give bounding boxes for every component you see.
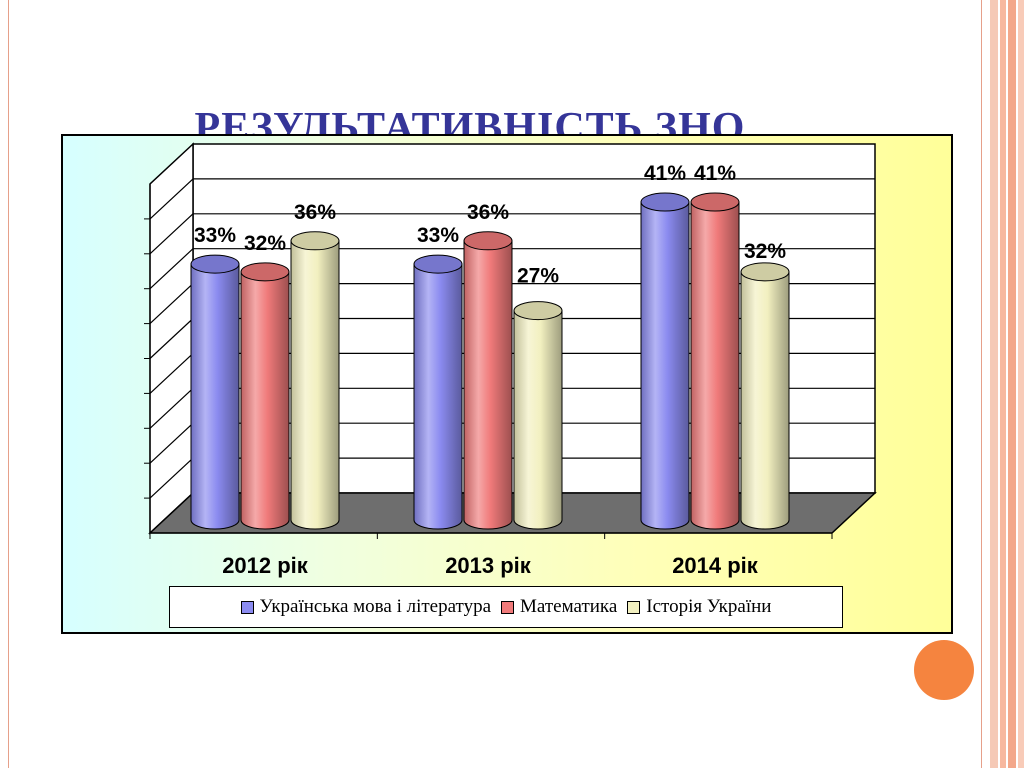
gridline-side	[149, 178, 194, 220]
legend-swatch-math	[501, 600, 515, 614]
legend-swatch-ukrainian	[240, 600, 254, 614]
bar-body-1-1	[463, 240, 513, 530]
bar-top-0-1	[413, 254, 463, 274]
category-label-0: 2012 рік	[222, 553, 309, 578]
bar-2-0	[290, 231, 340, 530]
bar-top-0-2	[640, 192, 690, 212]
gridline-side	[149, 248, 194, 290]
data-label-2-1: 27%	[517, 265, 559, 288]
bar-top-2-0	[290, 231, 340, 251]
gridline-side	[149, 422, 194, 464]
decorative-stripes	[990, 0, 1024, 768]
bar-body-0-1	[413, 263, 463, 530]
bar-1-0	[240, 262, 290, 530]
bar-top-1-1	[463, 231, 513, 251]
data-label-1-0: 32%	[244, 232, 286, 255]
legend-label-ukrainian: Українська мова і література	[259, 596, 492, 617]
data-label-0-1: 33%	[417, 224, 459, 247]
bar-body-1-0	[240, 271, 290, 530]
slide-border	[8, 0, 982, 768]
bar-body-1-2	[690, 201, 740, 530]
bar-2-1	[513, 301, 563, 530]
data-label-0-2: 41%	[644, 162, 686, 185]
bar-body-0-2	[640, 201, 690, 530]
gridline-side	[149, 213, 194, 255]
bar-body-0-0	[190, 263, 240, 530]
bar-top-2-1	[513, 301, 563, 321]
chart-area: 33% 32% 36% 2012 рік 33% 36% 27% 2013 рік 41% 41%…	[61, 134, 953, 634]
bar-top-1-2	[690, 192, 740, 212]
legend-item-history: Історія України	[627, 596, 771, 618]
bar-top-2-2	[740, 262, 790, 282]
bar-top-0-0	[190, 254, 240, 274]
bar-chart-svg: 33% 32% 36% 2012 рік 33% 36% 27% 2013 рік 41% 41%…	[144, 142, 877, 578]
bar-1-2	[690, 192, 740, 530]
gridline-side	[149, 387, 194, 429]
legend-label-math: Математика	[520, 596, 618, 617]
bar-body-2-1	[513, 310, 563, 530]
category-label-1: 2013 рік	[445, 553, 532, 578]
data-label-1-2: 41%	[694, 162, 736, 185]
category-label-2: 2014 рік	[672, 553, 759, 578]
gridline-side	[149, 457, 194, 499]
legend-swatch-history	[627, 600, 641, 614]
bar-0-0	[190, 254, 240, 530]
bar-body-2-0	[290, 240, 340, 530]
chart-legend: Українська мова і література Математика …	[169, 586, 843, 628]
legend-item-math: Математика	[501, 596, 617, 618]
gridline-side	[149, 318, 194, 359]
data-label-1-1: 36%	[467, 201, 509, 224]
data-label-2-2: 32%	[744, 240, 786, 263]
legend-label-history: Історія України	[646, 596, 772, 617]
legend-item-ukrainian: Українська мова і література	[240, 596, 492, 618]
bar-2-2	[740, 262, 790, 530]
gridline-side	[149, 283, 194, 325]
bar-top-1-0	[240, 262, 290, 282]
gridline-side	[149, 352, 194, 394]
data-label-2-0: 36%	[294, 201, 336, 224]
bar-0-2	[640, 192, 690, 530]
bar-body-2-2	[740, 271, 790, 530]
data-label-0-0: 33%	[194, 224, 236, 247]
bar-0-1	[413, 254, 463, 530]
decorative-circle	[914, 640, 974, 700]
bar-1-1	[463, 231, 513, 530]
